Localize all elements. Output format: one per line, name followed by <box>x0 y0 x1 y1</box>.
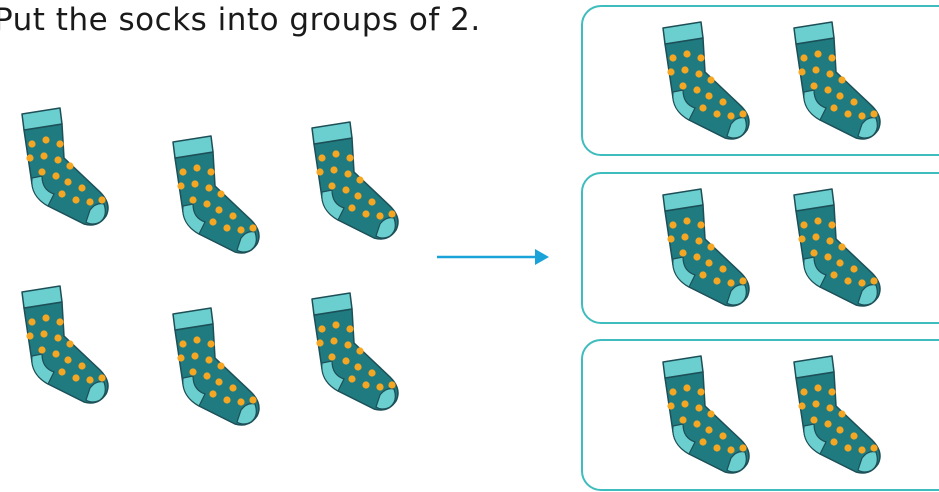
instruction-text: Put the socks into groups of 2. <box>0 2 481 38</box>
sock-icon[interactable] <box>776 181 884 313</box>
sock-icon[interactable] <box>294 114 402 246</box>
sock-icon[interactable] <box>4 278 112 410</box>
sock-icon[interactable] <box>645 14 753 146</box>
sock-icon[interactable] <box>294 285 402 417</box>
sock-icon[interactable] <box>4 100 112 232</box>
group-box[interactable] <box>581 172 939 324</box>
sock-icon[interactable] <box>776 14 884 146</box>
sock-icon[interactable] <box>645 348 753 480</box>
group-box[interactable] <box>581 5 939 156</box>
sock-icon[interactable] <box>645 181 753 313</box>
sock-icon[interactable] <box>155 128 263 260</box>
group-box[interactable] <box>581 339 939 491</box>
sock-icon[interactable] <box>155 300 263 432</box>
arrow-right-icon <box>437 247 549 267</box>
sock-icon[interactable] <box>776 348 884 480</box>
